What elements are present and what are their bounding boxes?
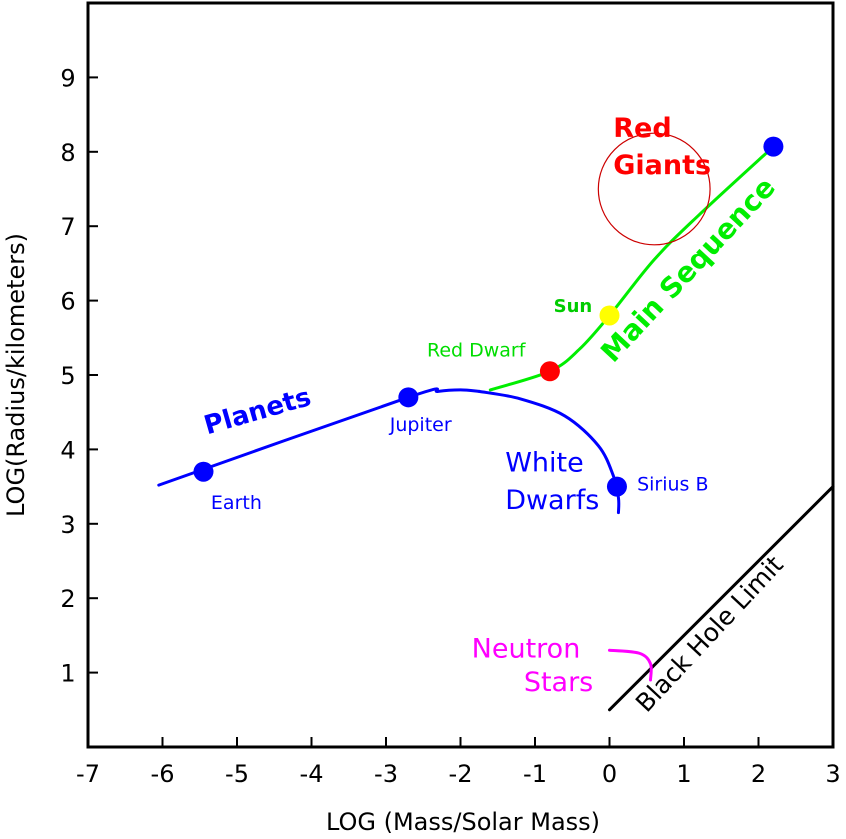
annotation-jupiter: Jupiter — [389, 414, 452, 436]
annotation-white: White — [505, 448, 584, 479]
curve-neutron-stars — [608, 648, 653, 682]
annotation-neutron: Neutron — [472, 634, 581, 665]
x-tick-label: -5 — [225, 760, 249, 788]
y-tick-label: 4 — [60, 436, 75, 464]
x-tick-label: -1 — [523, 760, 547, 788]
point-earth — [193, 461, 214, 482]
annotation-red-dwarf: Red Dwarf — [427, 339, 527, 361]
x-tick-label: -6 — [151, 760, 175, 788]
y-axis-title: LOG(Radius/kilometers) — [2, 233, 30, 517]
point-massive-star — [763, 136, 784, 157]
x-tick-label: -3 — [374, 760, 398, 788]
annotation-stars: Stars — [524, 667, 593, 698]
x-tick-label: 0 — [602, 760, 617, 788]
point-sun — [599, 305, 620, 326]
annotation-sun: Sun — [554, 296, 593, 317]
x-tick-label: 2 — [751, 760, 766, 788]
y-tick-label: 1 — [60, 660, 75, 688]
y-tick-label: 9 — [60, 64, 75, 92]
x-tick-label: 1 — [676, 760, 691, 788]
curve-white-dwarfs — [477, 389, 621, 515]
annotation-earth: Earth — [211, 492, 262, 514]
y-tick-label: 3 — [60, 511, 75, 539]
annotation-red: Red — [613, 113, 671, 144]
x-tick-label: -7 — [76, 760, 100, 788]
annotation-dwarfs: Dwarfs — [505, 485, 599, 516]
axes-layer: -7 -6 -5 -4 -3 -2 -1 0 1 2 3 1 2 3 4 5 6 7 8 9 — [60, 1, 841, 788]
y-tick-label: 5 — [60, 362, 75, 390]
annotation-sirius-b: Sirius B — [637, 473, 708, 495]
x-axis-title: LOG (Mass/Solar Mass) — [326, 808, 600, 836]
curve-black-hole-limit — [608, 485, 835, 712]
y-tick-label: 7 — [60, 213, 75, 241]
point-jupiter — [398, 387, 419, 408]
point-sirius-b — [606, 476, 627, 497]
curve-planets — [157, 387, 481, 487]
red-giants-circle — [597, 132, 711, 246]
y-tick-label: 8 — [60, 139, 75, 167]
annotation-giants: Giants — [613, 150, 711, 181]
points-layer — [193, 136, 784, 497]
point-red-dwarf — [539, 361, 560, 382]
x-tick-label: -2 — [449, 760, 473, 788]
y-tick-label: 6 — [60, 288, 75, 316]
x-tick-label: 3 — [825, 760, 840, 788]
x-tick-label: -4 — [300, 760, 324, 788]
y-tick-label: 2 — [60, 585, 75, 613]
